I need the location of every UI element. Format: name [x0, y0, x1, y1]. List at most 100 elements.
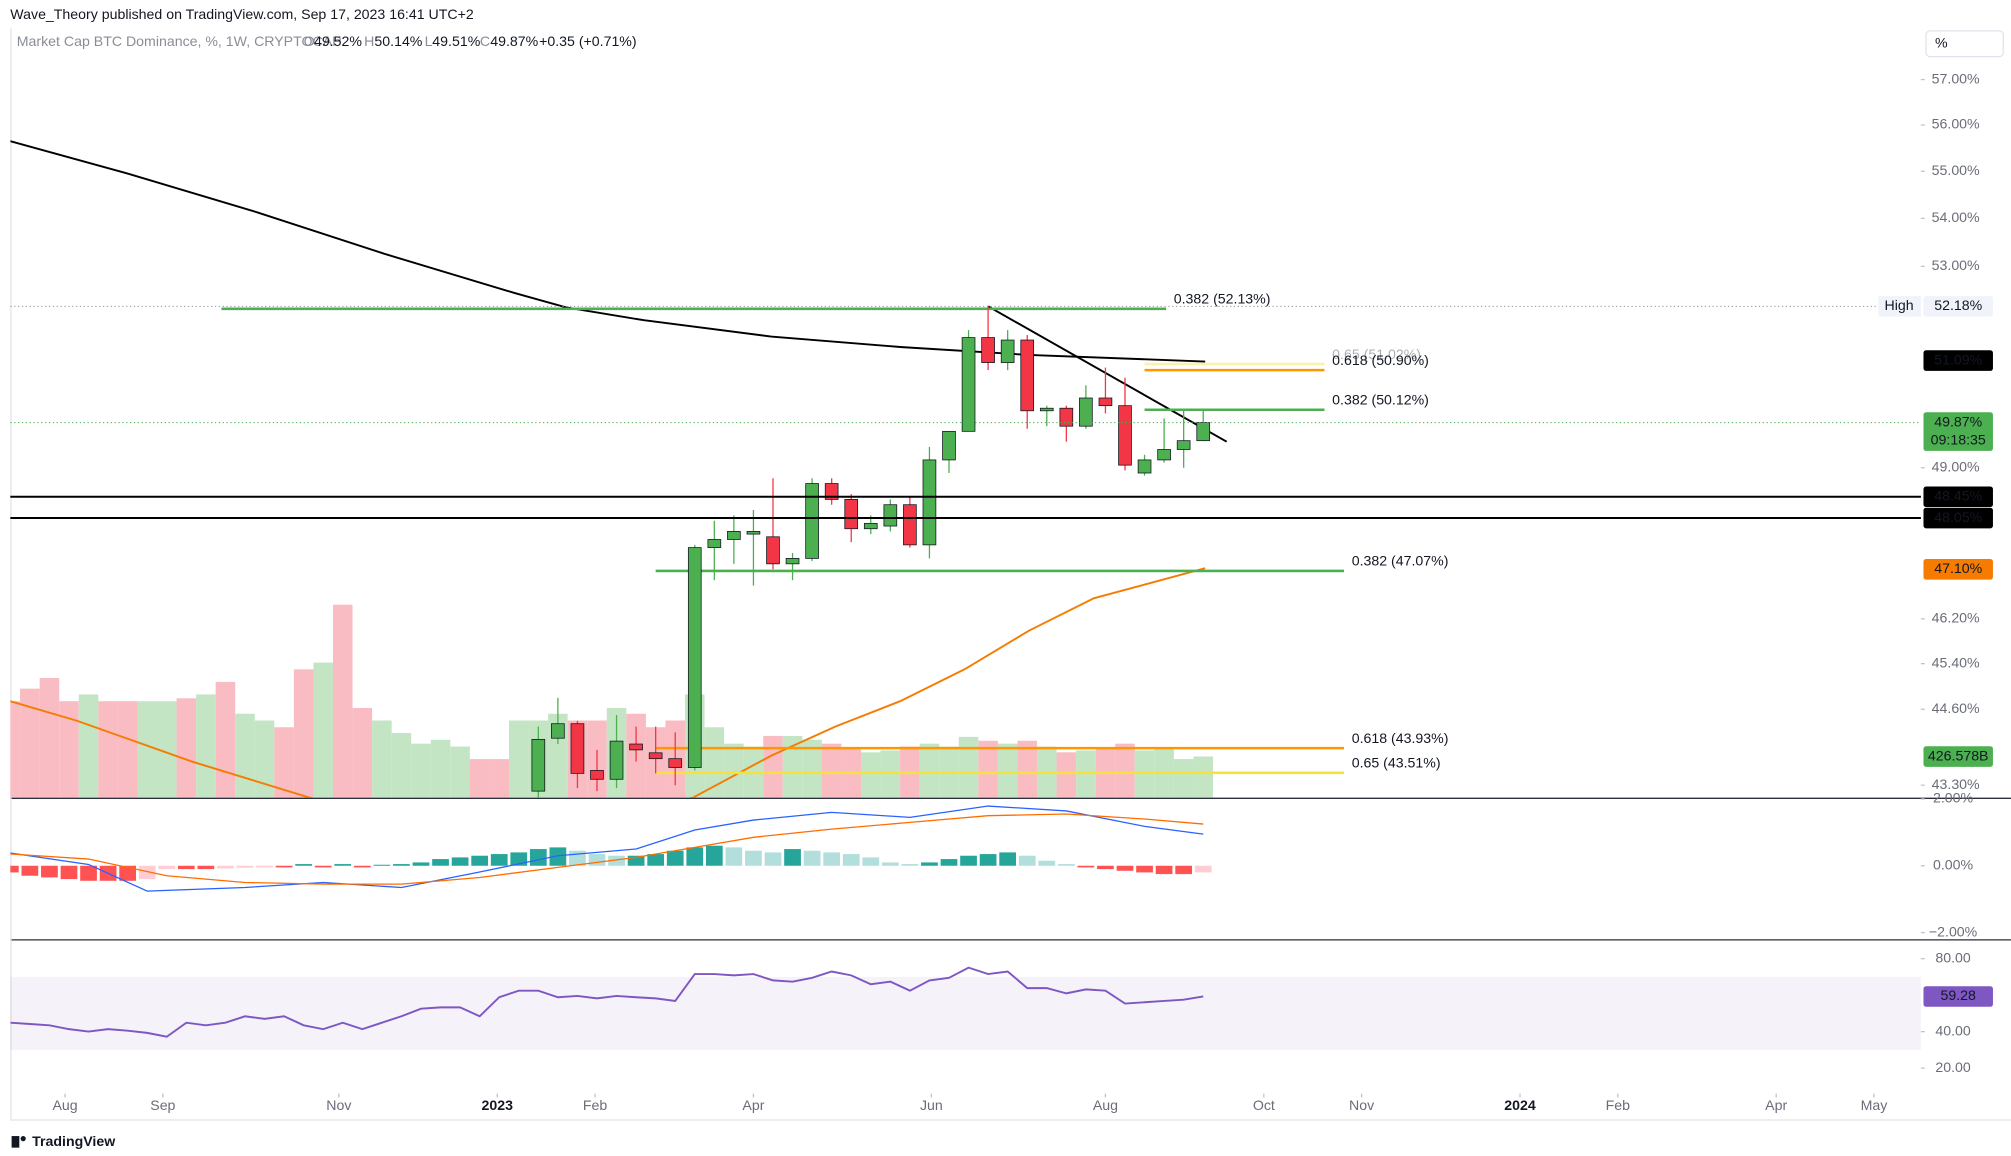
macd-bar [686, 847, 704, 866]
macd-bar [881, 862, 899, 866]
y-tick-label: 80.00 [1935, 949, 1971, 965]
macd-bar [412, 862, 430, 866]
ohlc-key: C [480, 33, 490, 49]
macd-bar [529, 849, 547, 866]
macd-bar [21, 865, 39, 876]
candle-body [903, 504, 917, 546]
x-tick-label: Oct [1253, 1097, 1275, 1113]
line [10, 567, 1206, 798]
y-tick-label: 43.30% [1932, 776, 1980, 792]
macd-bar [725, 847, 743, 866]
macd-bar [823, 852, 841, 866]
price-badge [1923, 412, 1993, 451]
price-badge [1923, 746, 1993, 767]
y-tick-label: 56.00% [1932, 116, 1980, 132]
macd-bar [1097, 865, 1114, 870]
macd-bar [10, 865, 19, 873]
rsi-band [10, 976, 1921, 1050]
candle-body [1059, 407, 1074, 427]
y-tick-label: 54.00% [1932, 209, 1980, 225]
candle-body [922, 459, 937, 546]
macd-bar [1194, 865, 1212, 873]
candle-body [785, 558, 800, 565]
ohlc-value: 49.52% [314, 33, 362, 49]
macd-bar [940, 859, 958, 866]
ohlc-key: H [364, 33, 374, 49]
volume-bar [98, 701, 118, 798]
macd-bar [197, 865, 215, 870]
scale-button[interactable] [1925, 30, 2004, 58]
tag-box [1878, 296, 1921, 317]
pane: 0.382 (52.13%) 0.65 (51.02%)0.618 (50.90%… [10, 140, 1449, 798]
candle-body [707, 539, 722, 548]
macd-bar [236, 865, 254, 868]
volume-bar [1056, 752, 1077, 798]
candle-body [1000, 339, 1015, 363]
candle-body [1098, 397, 1113, 407]
pane [10, 966, 1921, 1050]
macd-bar [1116, 865, 1134, 871]
volume-bar [196, 694, 216, 798]
macd-bar [177, 865, 195, 870]
change: +0.35 (+0.71%) [539, 33, 636, 49]
macd-bar [119, 865, 137, 881]
volume-bar [724, 743, 744, 798]
volume-bar [274, 727, 294, 798]
price-badge-label: 51.09% [1934, 351, 1982, 367]
y-tick-label: 40.00 [1935, 1022, 1971, 1038]
fib-label: 0.618 (43.93%) [1352, 730, 1449, 746]
symbol: Market Cap BTC Dominance, %, 1W, CRYPTOC… [17, 33, 342, 49]
price-badge-label: 426.578B [1928, 747, 1989, 763]
price-badge [1923, 507, 1993, 529]
macd-bar [158, 865, 176, 870]
macd-bar [373, 864, 391, 866]
volume-bar [997, 743, 1018, 798]
volume-bar [313, 662, 333, 798]
volume-bar [137, 701, 157, 798]
volume-bar [508, 720, 529, 798]
macd-bar [295, 864, 313, 866]
macd-bar [217, 865, 234, 869]
volume-bar [802, 739, 822, 798]
candle-body [1020, 339, 1035, 412]
x-tick-label: Feb [583, 1097, 608, 1113]
macd-bar [1018, 855, 1036, 866]
volume-bar [235, 713, 255, 798]
macd-bar [1057, 864, 1075, 866]
macd-bar [705, 845, 723, 866]
macd-bar [41, 865, 58, 878]
candle-body [746, 531, 761, 535]
x-tick-label: May [1861, 1097, 1889, 1113]
x-tick-label: Sep [150, 1097, 175, 1113]
volume-bar [176, 698, 197, 798]
price-badge-label: 48.05% [1934, 509, 1982, 525]
macd-bar [432, 859, 449, 866]
candle-body [648, 752, 663, 760]
logo-icon [11, 1136, 20, 1148]
logo: TradingView [11, 1133, 116, 1149]
price-badge-label: 59.28 [1941, 987, 1977, 1003]
logo-icon [20, 1136, 26, 1142]
candle-body [844, 499, 859, 530]
price-badge-label: 52.18% [1934, 297, 1982, 313]
candle-body [942, 430, 956, 461]
volume-bar [411, 743, 431, 798]
macd-bar [138, 865, 156, 880]
scale-button-label[interactable]: % [1935, 34, 1948, 50]
price-badge [1923, 986, 1993, 1007]
volume-bar [215, 681, 236, 798]
macd-bar [979, 854, 997, 866]
candle-body [590, 770, 604, 780]
candle-body [1137, 459, 1152, 474]
line [10, 805, 1204, 892]
fib-label: 0.618 (50.90%) [1332, 352, 1429, 368]
line [10, 966, 1204, 1038]
fib-label: 0.65 (51.02%) [1332, 346, 1421, 362]
macd-bar [999, 852, 1017, 866]
x-tick-label: Aug [52, 1097, 77, 1113]
price-badge [1923, 350, 1993, 371]
macd-bar [80, 865, 97, 881]
candle-body [961, 337, 976, 432]
price-badge [1923, 486, 1993, 508]
x-tick-label: Apr [1765, 1097, 1787, 1113]
